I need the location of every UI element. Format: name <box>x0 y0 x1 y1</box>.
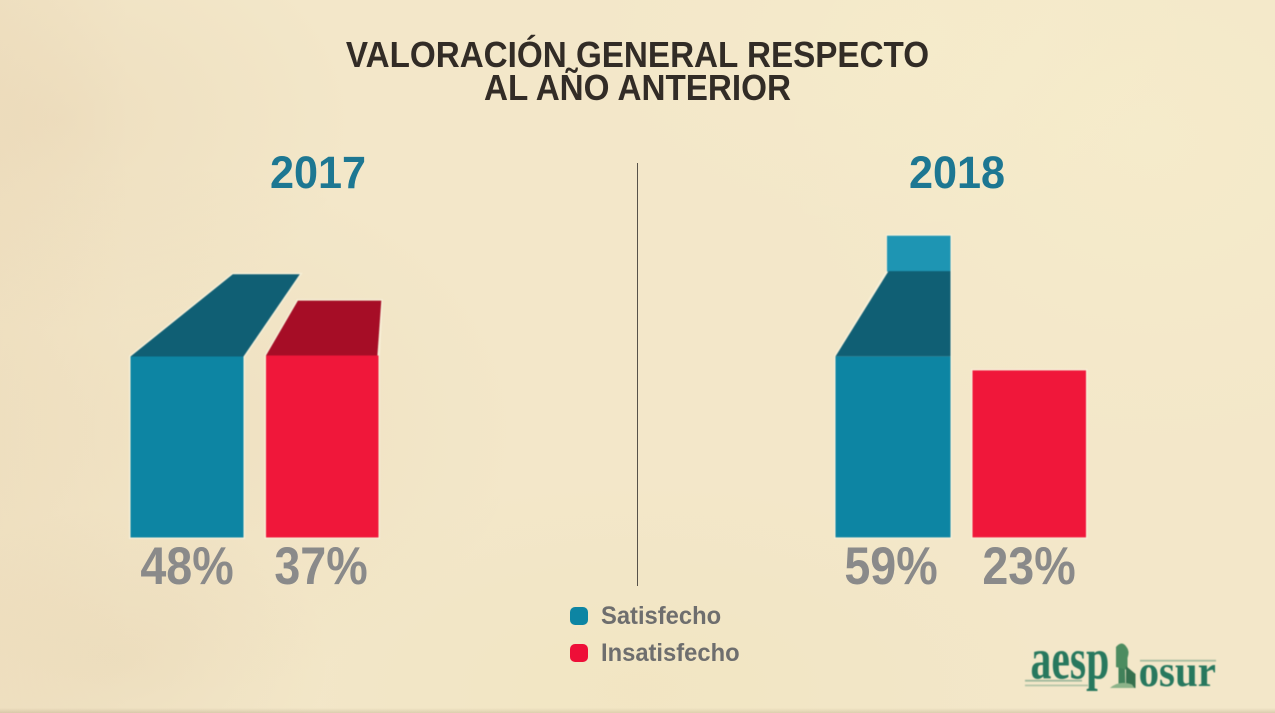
svg-text:osur: osur <box>1139 648 1216 697</box>
svg-text:aesp: aesp <box>1031 638 1110 691</box>
